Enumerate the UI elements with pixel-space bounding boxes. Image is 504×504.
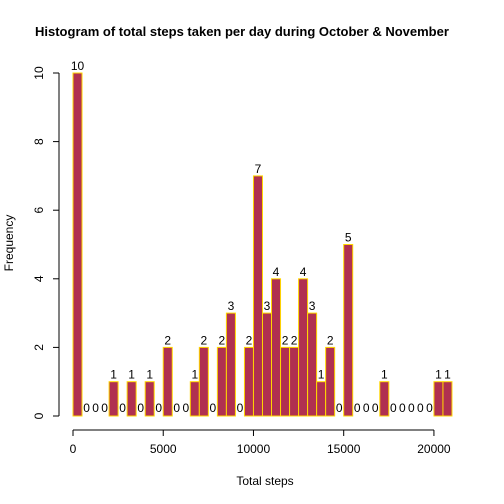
histogram-bar <box>271 278 282 417</box>
bar-value-label: 0 <box>372 401 379 415</box>
bar-value-label: 2 <box>327 333 334 347</box>
histogram-bar <box>298 278 309 417</box>
bar-value-label: 1 <box>146 368 153 382</box>
x-tick-label: 0 <box>70 442 77 456</box>
y-tick-label: 6 <box>32 207 46 214</box>
bar-value-label: 0 <box>237 401 244 415</box>
bar-value-label: 1 <box>435 368 442 382</box>
bar-value-label: 0 <box>83 401 90 415</box>
bar-value-label: 0 <box>137 401 144 415</box>
y-axis-title: Frequency <box>2 215 16 272</box>
bar-value-label: 5 <box>345 231 352 245</box>
x-tick-label: 5000 <box>150 442 177 456</box>
bar-value-label: 0 <box>155 401 162 415</box>
bar-value-label: 7 <box>255 162 262 176</box>
bar-value-label: 2 <box>219 333 226 347</box>
x-tick-label: 20000 <box>417 442 451 456</box>
bar-value-label: 3 <box>309 299 316 313</box>
histogram-bar <box>261 312 273 417</box>
histogram-bar <box>379 381 390 417</box>
x-tick-label: 15000 <box>327 442 361 456</box>
histogram-bar <box>433 381 444 417</box>
histogram-bar <box>252 175 263 417</box>
bar-value-label: 0 <box>399 401 406 415</box>
bar-value-label: 0 <box>363 401 370 415</box>
histogram-bar <box>307 312 318 417</box>
histogram-bar <box>144 381 155 417</box>
bar-value-label: 2 <box>246 333 253 347</box>
x-tick-label: 10000 <box>237 442 271 456</box>
bar-value-label: 4 <box>273 265 280 279</box>
y-tick-label: 4 <box>32 275 46 282</box>
y-tick-label: 2 <box>32 344 46 351</box>
bar-value-label: 1 <box>128 368 135 382</box>
bar-value-label: 1 <box>191 368 198 382</box>
chart-title: Histogram of total steps taken per day d… <box>35 24 449 39</box>
bar-value-label: 2 <box>291 333 298 347</box>
histogram-bar <box>216 346 227 417</box>
y-tick-label: 0 <box>32 412 46 419</box>
bar-value-label: 0 <box>119 401 126 415</box>
histogram-bar <box>72 72 83 417</box>
histogram-bar <box>289 346 300 417</box>
histogram-bar <box>343 244 354 417</box>
bar-value-label: 2 <box>164 333 171 347</box>
bar-value-label: 3 <box>264 299 271 313</box>
bar-value-label: 0 <box>210 401 217 415</box>
histogram-bar <box>280 346 291 417</box>
bar-value-label: 0 <box>426 401 433 415</box>
bar-value-label: 0 <box>390 401 397 415</box>
bar-value-label: 1 <box>381 368 388 382</box>
x-axis-title: Total steps <box>236 474 293 488</box>
bar-value-label: 1 <box>110 368 117 382</box>
bar-value-label: 3 <box>228 299 235 313</box>
bar-value-label: 0 <box>182 401 189 415</box>
bar-value-label: 10 <box>71 59 85 73</box>
histogram-bar <box>442 381 453 417</box>
histogram-bar <box>108 381 119 417</box>
bar-value-label: 2 <box>200 333 207 347</box>
y-tick-label: 8 <box>32 138 46 145</box>
bars-group <box>72 72 453 417</box>
bar-value-label: 0 <box>173 401 180 415</box>
histogram-bar <box>316 381 327 417</box>
bar-value-label: 1 <box>318 368 325 382</box>
histogram-bar <box>198 346 209 417</box>
y-tick-label: 10 <box>32 66 46 80</box>
y-axis: 0 2 4 6 8 10 <box>32 66 60 419</box>
bar-value-label: 0 <box>417 401 424 415</box>
histogram-bar <box>189 381 200 417</box>
histogram-bar <box>126 381 137 417</box>
bar-value-label: 0 <box>336 401 343 415</box>
histogram-bar <box>325 346 336 417</box>
bar-value-label: 0 <box>92 401 99 415</box>
histogram-bar <box>162 346 173 417</box>
x-axis: 0 5000 10000 15000 20000 <box>70 429 451 456</box>
bar-value-label: 0 <box>101 401 108 415</box>
histogram-bar <box>225 312 236 417</box>
bar-value-label: 0 <box>408 401 415 415</box>
bar-value-label: 0 <box>354 401 361 415</box>
bar-value-label: 2 <box>282 333 289 347</box>
bar-value-label: 1 <box>444 368 451 382</box>
histogram-bar <box>243 346 254 417</box>
bar-value-label: 4 <box>300 265 307 279</box>
